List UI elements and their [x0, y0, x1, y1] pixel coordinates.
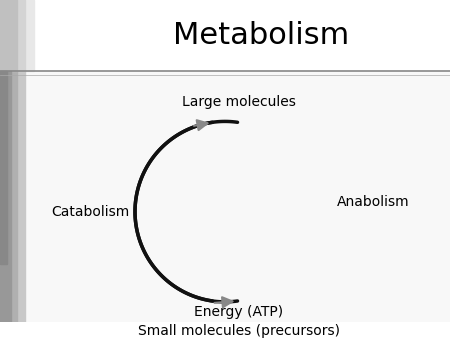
- Bar: [0, 71, 7, 264]
- Text: Large molecules: Large molecules: [181, 95, 296, 108]
- Text: Catabolism: Catabolism: [51, 204, 129, 219]
- Bar: [0, 71, 11, 322]
- Bar: [0, 71, 450, 322]
- Bar: [0, 0, 34, 71]
- Bar: [0, 71, 25, 322]
- Bar: [0, 0, 25, 71]
- Bar: [0, 0, 17, 71]
- Text: Energy (ATP): Energy (ATP): [194, 305, 283, 319]
- Text: Metabolism: Metabolism: [173, 21, 349, 50]
- Bar: [0, 0, 450, 71]
- Bar: [0, 71, 17, 322]
- Text: Small molecules (precursors): Small molecules (precursors): [138, 324, 339, 338]
- Text: Anabolism: Anabolism: [337, 195, 410, 209]
